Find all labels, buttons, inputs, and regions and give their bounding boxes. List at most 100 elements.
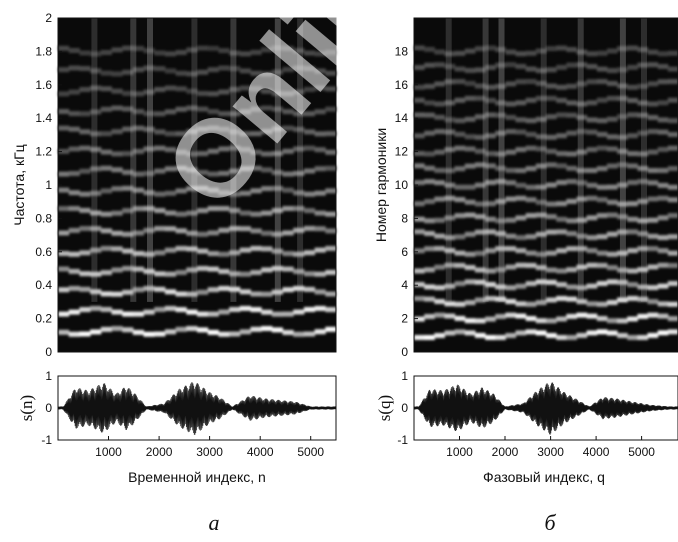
spectrogram-harmonic-segment [546, 148, 557, 154]
spectrogram-harmonic-segment [515, 195, 527, 201]
spectrogram-harmonic-segment [546, 214, 557, 220]
y-tick-label: -1 [41, 433, 52, 447]
spectrogram-harmonic-segment [293, 111, 305, 117]
spectrogram-harmonic-segment [68, 331, 80, 337]
spectrogram-harmonic-segment [505, 299, 517, 304]
spectrogram-harmonic-segment [58, 148, 70, 154]
y-tick-label: 0 [401, 345, 408, 359]
spectrogram-harmonic-segment [505, 196, 517, 202]
spectrogram-harmonic-segment [154, 168, 166, 174]
spectrogram-harmonic-segment [596, 197, 608, 203]
spectrogram-onset-stripe [230, 18, 237, 302]
spectrogram-harmonic-segment [58, 230, 70, 236]
spectrogram-harmonic-segment [414, 216, 425, 222]
spectrogram-harmonic-segment [271, 170, 283, 175]
spectrogram-harmonic-segment [657, 168, 669, 173]
spectrogram-harmonic-segment [424, 335, 435, 340]
spectrogram-harmonic-segment [207, 67, 219, 73]
spectrogram-harmonic-segment [566, 83, 577, 89]
spectrogram-harmonic-segment [271, 208, 283, 213]
spectrogram-harmonic-segment [207, 329, 219, 335]
spectrogram-harmonic-segment [282, 109, 294, 115]
spectrogram-harmonic-segment [474, 279, 486, 285]
spectrogram-harmonic-segment [293, 251, 305, 257]
spectrogram-harmonic-segment [454, 301, 466, 307]
spectrogram-harmonic-segment [485, 180, 496, 185]
spectrogram-harmonic-segment [218, 251, 230, 257]
spectrogram-harmonic-segment [261, 47, 273, 53]
spectrogram-harmonic-segment [218, 126, 230, 132]
spectrogram-harmonic-segment [325, 70, 337, 76]
spectrogram-harmonic-segment [576, 299, 588, 305]
spectrogram-harmonic-segment [143, 48, 155, 54]
spectrogram-harmonic-segment [414, 112, 425, 118]
spectrogram-harmonic-segment [207, 251, 219, 257]
spectrogram-harmonic-segment [566, 100, 577, 106]
spectrogram-harmonic-segment [175, 70, 187, 76]
spectrogram-onset-stripe [577, 18, 584, 302]
spectrogram-harmonic-segment [535, 300, 547, 306]
spectrogram-harmonic-segment [229, 111, 241, 117]
spectrogram-harmonic-segment [485, 45, 496, 51]
spectrogram-harmonic-segment [271, 185, 283, 191]
spectrogram-harmonic-segment [197, 91, 209, 96]
spectrogram-harmonic-segment [325, 245, 337, 251]
spectrogram-harmonic-segment [303, 331, 316, 337]
spectrogram-harmonic-segment [250, 270, 262, 275]
y-tick-label: 0.2 [35, 312, 52, 326]
spectrogram-harmonic-segment [667, 281, 678, 286]
spectrogram-harmonic-segment [207, 266, 219, 272]
y-tick-label: 1.6 [35, 78, 52, 92]
spectrogram-harmonic-segment [325, 307, 337, 313]
spectrogram-harmonic-segment [596, 166, 608, 172]
spectrogram-harmonic-segment [505, 101, 517, 107]
spectrogram-harmonic-segment [424, 231, 435, 236]
spectrogram-harmonic-segment [586, 262, 598, 268]
y-tick-label: 1 [45, 178, 52, 192]
spectrogram-harmonic-segment [454, 79, 466, 84]
spectrogram-harmonic-segment [647, 196, 659, 202]
spectrogram-harmonic-segment [546, 83, 557, 89]
spectrogram-harmonic-segment [79, 145, 91, 151]
spectrogram-harmonic-segment [186, 167, 198, 173]
spectrogram-harmonic-segment [154, 129, 166, 135]
spectrogram-harmonic-segment [637, 313, 649, 319]
spectrogram-harmonic-segment [454, 97, 466, 103]
spectrogram-harmonic-segment [454, 234, 466, 240]
spectrogram-harmonic-segment [293, 48, 305, 54]
spectrogram-harmonic-segment [282, 266, 294, 272]
spectrogram-harmonic-segment [197, 69, 209, 75]
spectrogram-harmonic-segment [122, 208, 134, 214]
spectrogram-harmonic-segment [546, 46, 557, 52]
spectrogram-harmonic-segment [175, 326, 187, 332]
spectrogram-harmonic-segment [627, 98, 638, 103]
spectrogram-harmonic-segment [111, 71, 123, 77]
spectrogram-harmonic-segment [154, 271, 166, 277]
spectrogram-harmonic-segment [434, 217, 445, 223]
spectrogram-harmonic-segment [154, 66, 166, 72]
spectrogram-harmonic-segment [314, 247, 326, 253]
spectrogram-harmonic-segment [627, 282, 638, 288]
spectrogram-harmonic-segment [495, 231, 506, 237]
spectrogram-harmonic-segment [657, 248, 669, 254]
spectrogram-harmonic-segment [444, 313, 456, 319]
spectrogram-harmonic-segment [122, 126, 134, 132]
spectrogram-harmonic-segment [424, 179, 435, 184]
spectrogram-harmonic-segment [525, 66, 537, 72]
spectrogram-harmonic-segment [546, 134, 557, 140]
spectrogram-harmonic-segment [535, 265, 547, 271]
spectrogram-harmonic-segment [485, 97, 496, 103]
spectrogram-harmonic-segment [143, 89, 155, 95]
spectrogram-harmonic-segment [586, 283, 598, 289]
spectrogram-harmonic-segment [637, 83, 649, 89]
spectrogram-harmonic-segment [464, 330, 476, 336]
spectrogram-harmonic-segment [627, 268, 638, 274]
spectrogram-harmonic-segment [68, 48, 80, 53]
spectrogram-harmonic-segment [647, 299, 659, 305]
spectrogram-harmonic-segment [535, 330, 547, 336]
spectrogram-harmonic-segment [586, 313, 598, 319]
spectrogram-harmonic-segment [667, 118, 678, 124]
spectrogram-harmonic-segment [667, 132, 678, 137]
spectrogram-harmonic-segment [186, 71, 198, 77]
spectrogram-harmonic-segment [474, 67, 486, 73]
